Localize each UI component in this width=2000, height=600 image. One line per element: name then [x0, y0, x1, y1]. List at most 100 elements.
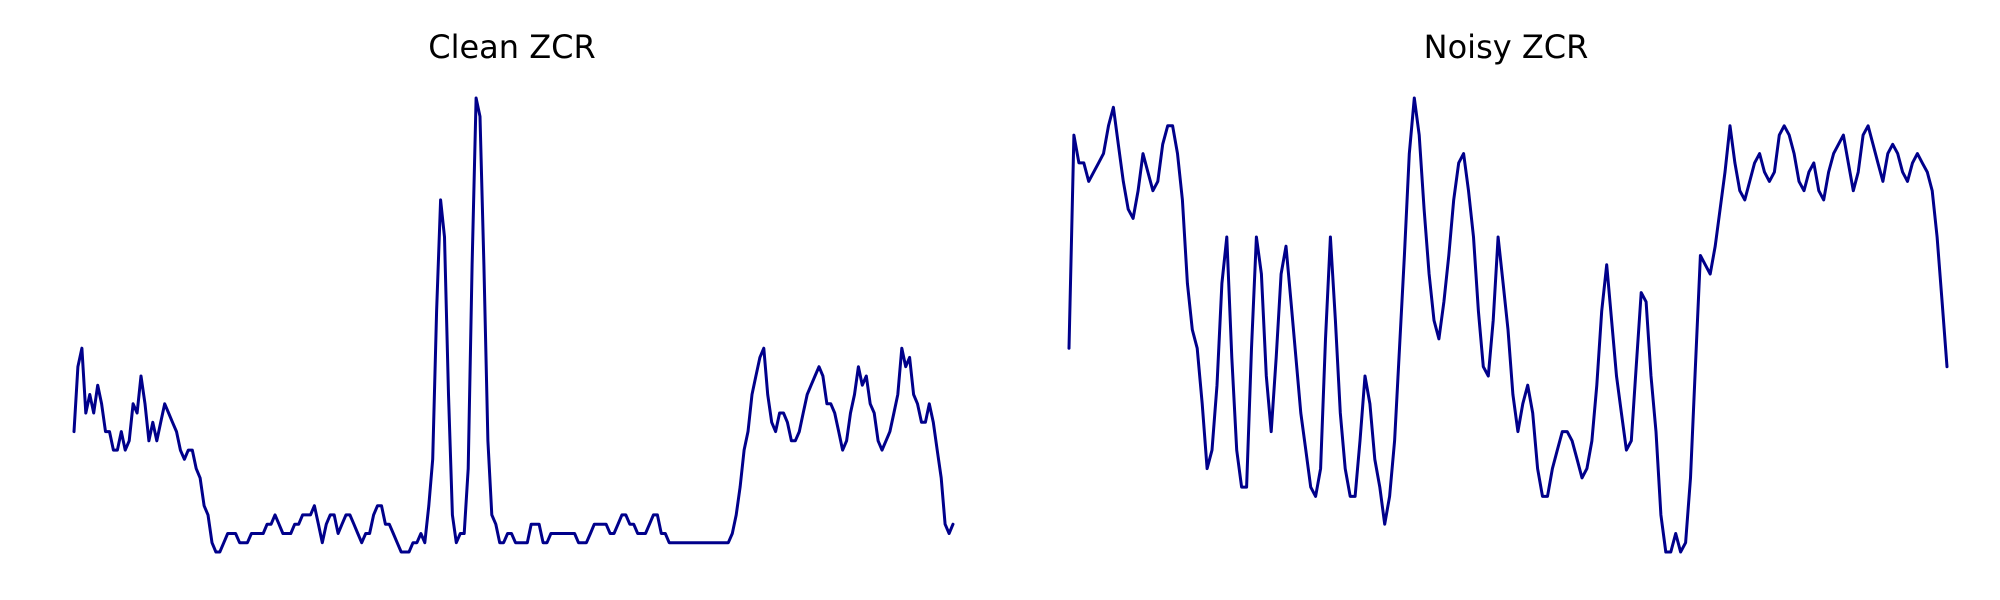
clean-zcr-point [846, 440, 848, 442]
noisy-zcr-point [1902, 171, 1904, 173]
clean-zcr-point [818, 366, 820, 368]
noisy-zcr-point [1690, 477, 1692, 479]
noisy-zcr-point [1329, 236, 1331, 238]
noisy-zcr-point [1571, 440, 1573, 442]
noisy-zcr-point [1798, 180, 1800, 182]
clean-zcr-point [700, 542, 702, 544]
noisy-zcr-point [1300, 412, 1302, 414]
noisy-zcr-point [1453, 199, 1455, 201]
noisy-zcr-point [1428, 273, 1430, 275]
noisy-zcr-point [1591, 440, 1593, 442]
noisy-zcr-point [1665, 551, 1667, 553]
clean-zcr-point [641, 533, 643, 535]
noisy-zcr-point [1749, 180, 1751, 182]
clean-zcr-point [649, 523, 651, 525]
noisy-zcr-point [1275, 356, 1277, 358]
clean-zcr-point [924, 421, 926, 423]
noisy-zcr-point [1936, 236, 1938, 238]
clean-zcr-point [869, 403, 871, 405]
noisy-zcr-point [1433, 319, 1435, 321]
clean-zcr-point [471, 264, 473, 266]
noisy-zcr-point [1403, 255, 1405, 257]
noisy-zcr-point [1655, 431, 1657, 433]
noisy-zcr-point [1221, 282, 1223, 284]
clean-zcr-point [428, 505, 430, 507]
clean-zcr-point [570, 533, 572, 535]
noisy-zcr-title: Noisy ZCR [1424, 28, 1589, 66]
clean-zcr-point [676, 542, 678, 544]
noisy-zcr-point [1630, 440, 1632, 442]
clean-zcr-point [337, 533, 339, 535]
clean-zcr-line [72, 96, 955, 554]
clean-zcr-point [124, 449, 126, 451]
noisy-zcr-point [1196, 347, 1198, 349]
noisy-zcr-point [1181, 199, 1183, 201]
noisy-zcr-point [1068, 347, 1070, 349]
clean-zcr-point [373, 514, 375, 516]
noisy-zcr-point [1117, 143, 1119, 145]
noisy-zcr-point [1492, 319, 1494, 321]
noisy-zcr-point [1251, 347, 1253, 349]
noisy-zcr-point [1778, 134, 1780, 136]
clean-zcr-point [952, 523, 954, 525]
clean-zcr-point [526, 542, 528, 544]
noisy-zcr-point [1754, 162, 1756, 164]
noisy-zcr-point [1931, 190, 1933, 192]
clean-zcr-point [353, 523, 355, 525]
clean-zcr-point [101, 403, 103, 405]
clean-zcr-point [574, 533, 576, 535]
noisy-zcr-point [1714, 245, 1716, 247]
clean-zcr-point [467, 468, 469, 470]
clean-zcr-point [767, 394, 769, 396]
clean-zcr-point [483, 264, 485, 266]
clean-zcr-point [325, 523, 327, 525]
noisy-zcr-point [1882, 180, 1884, 182]
clean-zcr-point [605, 523, 607, 525]
noisy-zcr-point [1527, 384, 1529, 386]
noisy-zcr-point [1502, 282, 1504, 284]
clean-zcr-point [617, 523, 619, 525]
clean-zcr-point [518, 542, 520, 544]
clean-zcr-point [664, 533, 666, 535]
clean-zcr-point [810, 384, 812, 386]
noisy-zcr-point [1537, 468, 1539, 470]
noisy-zcr-point [1482, 366, 1484, 368]
clean-zcr-point [763, 347, 765, 349]
clean-zcr-point [712, 542, 714, 544]
clean-zcr-point [448, 394, 450, 396]
noisy-zcr-point [1142, 153, 1144, 155]
clean-zcr-point [507, 533, 509, 535]
clean-zcr-point [522, 542, 524, 544]
noisy-zcr-point [1734, 162, 1736, 164]
clean-zcr-point [684, 542, 686, 544]
clean-zcr-point [109, 431, 111, 433]
clean-zcr-point [932, 421, 934, 423]
clean-zcr-point [93, 412, 95, 414]
clean-zcr-point [771, 421, 773, 423]
clean-zcr-point [85, 412, 87, 414]
clean-zcr-point [243, 542, 245, 544]
noisy-zcr-point [1477, 310, 1479, 312]
clean-zcr-point [609, 533, 611, 535]
clean-zcr-point [270, 523, 272, 525]
clean-zcr-point [542, 542, 544, 544]
clean-zcr-point [865, 375, 867, 377]
clean-zcr-point [274, 514, 276, 516]
noisy-zcr-point [1216, 384, 1218, 386]
noisy-zcr-point [1946, 366, 1948, 368]
clean-zcr-point [136, 412, 138, 414]
clean-zcr-point [680, 542, 682, 544]
clean-zcr-point [637, 533, 639, 535]
clean-zcr-point [790, 440, 792, 442]
clean-zcr-point [302, 514, 304, 516]
clean-zcr-point [286, 533, 288, 535]
clean-zcr-point [873, 412, 875, 414]
noisy-zcr-point [1497, 236, 1499, 238]
clean-zcr-point [81, 347, 83, 349]
noisy-zcr-point [1280, 273, 1282, 275]
noisy-zcr-point [1635, 366, 1637, 368]
clean-zcr-point [692, 542, 694, 544]
clean-zcr-point [759, 356, 761, 358]
clean-zcr-point [231, 533, 233, 535]
clean-zcr-point [834, 412, 836, 414]
